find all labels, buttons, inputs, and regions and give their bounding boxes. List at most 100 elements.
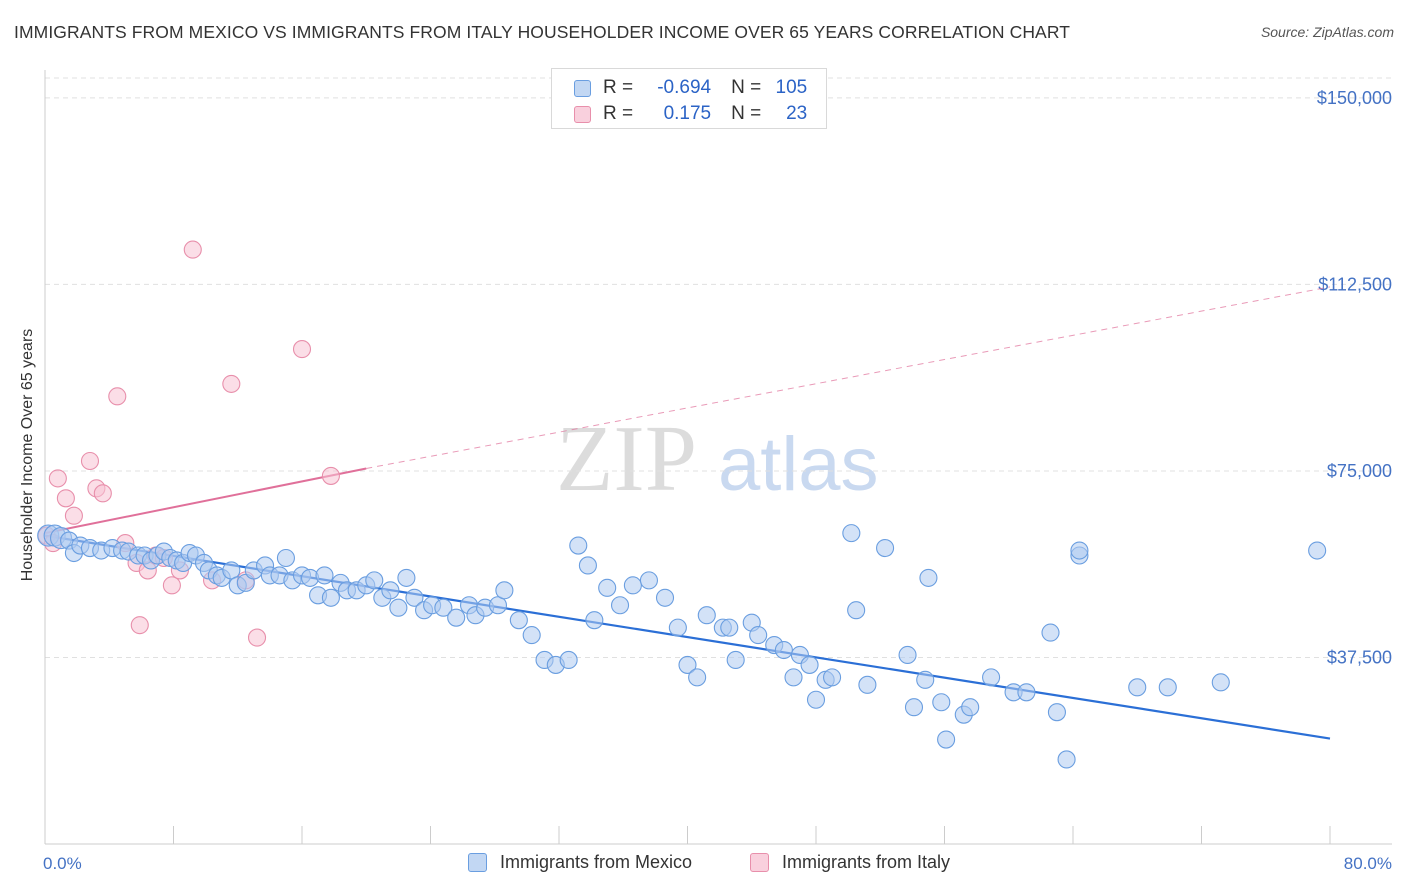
- mexico-point: [749, 626, 768, 645]
- mexico-point: [598, 578, 617, 597]
- mexico-point: [639, 571, 659, 590]
- italy-point: [183, 240, 202, 259]
- mexico-point: [1070, 541, 1089, 560]
- x-tick-max: 80.0%: [1344, 854, 1392, 873]
- italy-point: [108, 387, 127, 406]
- italy-r-value: 0.175: [663, 103, 712, 124]
- mexico-point: [876, 538, 895, 558]
- mexico-swatch: [574, 79, 591, 97]
- watermark-atlas: atlas: [718, 422, 879, 507]
- mexico-point: [623, 576, 642, 595]
- x-tick-min: 0.0%: [43, 854, 82, 873]
- mexico-legend-swatch: [468, 853, 487, 872]
- mexico-point: [488, 596, 508, 615]
- mexico-point: [697, 606, 716, 625]
- watermark-zip: ZIP: [556, 407, 697, 511]
- mexico-point: [784, 668, 803, 687]
- mexico-point: [720, 618, 739, 637]
- mexico-point: [726, 650, 745, 670]
- italy-point: [321, 466, 340, 485]
- mexico-point: [823, 668, 842, 687]
- mexico-point: [276, 548, 295, 568]
- italy-swatch: [574, 105, 591, 123]
- axes: [44, 70, 1392, 845]
- mexico-point: [495, 581, 514, 600]
- y-tick-labels: $37,500 $75,000 $112,500 $150,000: [1317, 88, 1392, 668]
- mexico-n-value: 105: [775, 77, 808, 98]
- italy-trend: [44, 286, 1331, 535]
- mexico-point: [610, 596, 630, 615]
- italy-trend-extension: [366, 286, 1331, 469]
- mexico-point: [405, 588, 424, 607]
- mexico-point: [668, 618, 687, 637]
- mexico-point: [655, 588, 675, 607]
- italy-n-value: 23: [786, 103, 808, 124]
- mexico-point: [1057, 750, 1076, 769]
- mexico-point: [898, 645, 917, 665]
- italy-trend-line: [44, 467, 367, 535]
- legend-n-label: N =: [731, 103, 762, 124]
- mexico-point: [904, 698, 924, 717]
- y-tick-label: $37,500: [1327, 647, 1392, 667]
- mexico-point: [932, 693, 951, 712]
- italy-legend-swatch: [750, 853, 769, 872]
- legend-n-label: N =: [731, 77, 762, 98]
- italy-legend-label: Immigrants from Italy: [782, 852, 951, 872]
- legend-row-mexico: R = -0.694 N = 105: [574, 77, 807, 99]
- mexico-point: [688, 668, 707, 687]
- italy-point: [80, 451, 100, 471]
- legend-row-italy: R = 0.175 N = 23: [574, 103, 807, 125]
- y-tick-label: $75,000: [1327, 461, 1392, 481]
- mexico-point: [982, 668, 1001, 687]
- mexico-legend-label: Immigrants from Mexico: [500, 852, 693, 872]
- italy-point: [130, 616, 149, 635]
- mexico-point: [381, 581, 400, 600]
- mexico-point: [578, 556, 597, 575]
- mexico-point: [806, 690, 826, 709]
- mexico-point: [1158, 678, 1177, 697]
- legend-r-label: R =: [603, 77, 634, 98]
- legend-item-italy[interactable]: Immigrants from Italy: [750, 852, 950, 873]
- italy-point: [48, 469, 67, 488]
- mexico-point: [842, 524, 861, 543]
- mexico-point: [447, 608, 466, 627]
- mexico-point: [434, 598, 453, 617]
- mexico-point: [961, 698, 980, 717]
- mexico-point: [321, 588, 340, 607]
- italy-point: [93, 484, 112, 503]
- mexico-point: [678, 655, 697, 674]
- italy-point: [247, 628, 267, 647]
- y-tick-label: $112,500: [1318, 274, 1392, 294]
- mexico-point: [1041, 623, 1060, 642]
- mexico-point: [315, 566, 334, 585]
- mexico-point: [916, 670, 935, 689]
- mexico-points: [37, 524, 1327, 769]
- italy-point: [56, 489, 75, 508]
- legend-item-mexico[interactable]: Immigrants from Mexico: [468, 852, 692, 873]
- italy-point: [162, 576, 181, 595]
- mexico-point: [800, 655, 819, 674]
- y-tick-label: $150,000: [1317, 88, 1392, 108]
- mexico-point: [937, 730, 956, 749]
- mexico-point: [1211, 673, 1230, 692]
- mexico-point: [1308, 541, 1327, 560]
- legend-r-label: R =: [603, 103, 634, 124]
- mexico-r-value: -0.694: [657, 77, 712, 98]
- mexico-point: [1017, 683, 1036, 702]
- mexico-point: [509, 611, 528, 630]
- mexico-point: [585, 611, 604, 630]
- mexico-point: [569, 536, 588, 555]
- mexico-point: [1128, 678, 1147, 697]
- mexico-point: [222, 561, 241, 580]
- mexico-point: [397, 568, 416, 587]
- watermark: ZIP atlas: [556, 407, 879, 511]
- italy-point: [64, 506, 83, 525]
- mexico-point: [919, 568, 938, 587]
- mexico-point: [365, 571, 384, 590]
- mexico-point: [858, 675, 877, 694]
- correlation-legend: R = -0.694 N = 105 R = 0.175 N = 23: [551, 68, 827, 129]
- source-label: Source: ZipAtlas.com: [1260, 24, 1394, 40]
- italy-point: [222, 374, 241, 393]
- mexico-point: [389, 598, 408, 617]
